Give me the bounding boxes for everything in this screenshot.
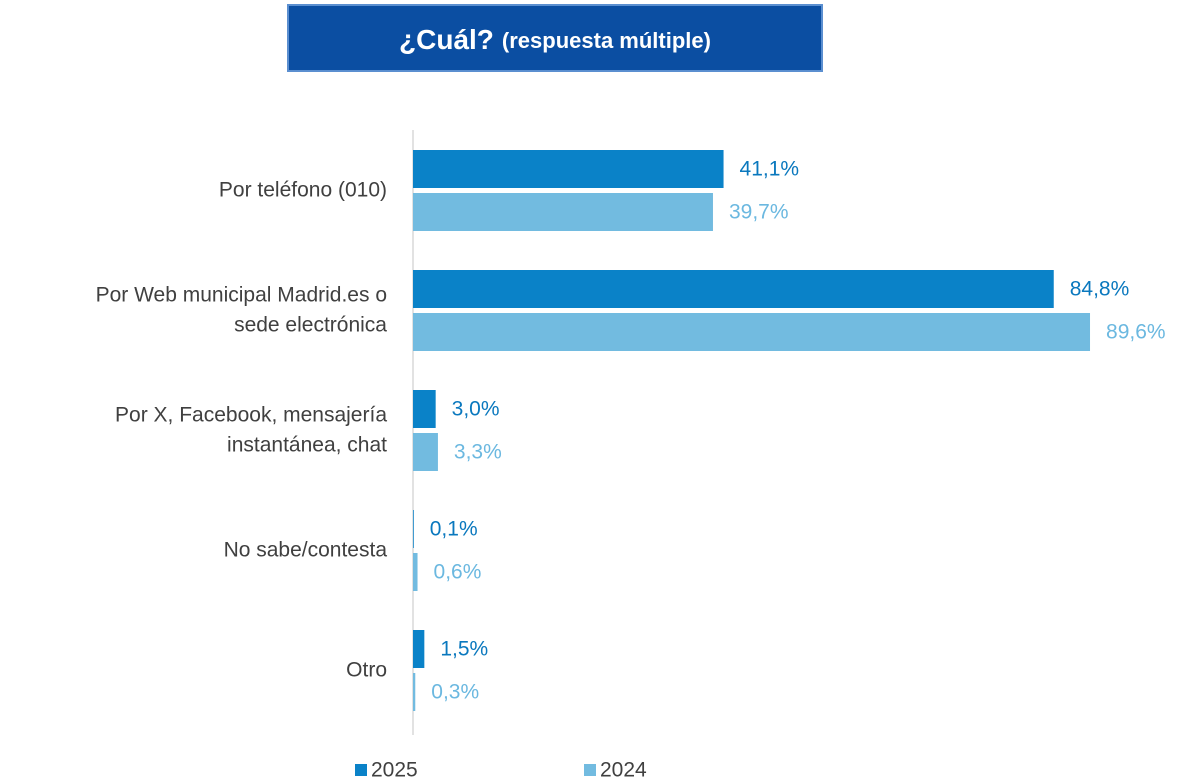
y-tick-label-line: sede electrónica xyxy=(234,313,387,336)
bar xyxy=(413,630,425,668)
title-group: ¿Cuál? (respuesta múltiple) xyxy=(399,24,711,55)
y-tick-label: Por X, Facebook, mensajería instantánea, … xyxy=(115,403,387,456)
value-label: 0,3% xyxy=(431,681,479,704)
y-tick-label-line: instantánea, chat xyxy=(227,433,387,456)
value-label: 0,6% xyxy=(434,561,482,584)
value-label: 3,0% xyxy=(452,398,500,421)
value-label: 84,8% xyxy=(1070,278,1130,301)
legend-label: 2025 xyxy=(371,759,418,781)
y-tick-label: No sabe/contesta xyxy=(224,538,388,561)
bar xyxy=(413,313,1091,351)
y-tick-label-line: Por Web municipal Madrid.es o xyxy=(96,283,387,306)
y-tick-label-line: Por X, Facebook, mensajería xyxy=(115,403,387,426)
value-label: 3,3% xyxy=(454,441,502,464)
legend-label: 2024 xyxy=(600,759,647,781)
bar xyxy=(413,553,418,591)
bar xyxy=(413,390,436,428)
bar xyxy=(413,193,713,231)
chart-subtitle: (respuesta múltiple) xyxy=(502,28,711,53)
legend-swatch xyxy=(355,764,367,776)
y-tick-label-line: No sabe/contesta xyxy=(224,538,388,561)
bar xyxy=(413,150,724,188)
legend-swatch xyxy=(584,764,596,776)
value-label: 1,5% xyxy=(440,638,488,661)
value-label: 89,6% xyxy=(1106,321,1166,344)
y-tick-label: Por Web municipal Madrid.es o sede electr… xyxy=(96,283,388,336)
y-tick-label-line: Por teléfono (010) xyxy=(219,178,387,201)
bar xyxy=(413,673,416,711)
value-label: 0,1% xyxy=(430,518,478,541)
value-label: 39,7% xyxy=(729,201,789,224)
y-tick-label: Por teléfono (010) xyxy=(219,178,387,201)
title-box xyxy=(287,4,823,72)
bar xyxy=(413,433,438,471)
y-tick-label-line: Otro xyxy=(346,658,387,681)
bar xyxy=(413,510,414,548)
chart-title: ¿Cuál? xyxy=(399,24,494,55)
value-label: 41,1% xyxy=(740,158,800,181)
y-tick-label: Otro xyxy=(346,658,387,681)
bar xyxy=(413,270,1054,308)
